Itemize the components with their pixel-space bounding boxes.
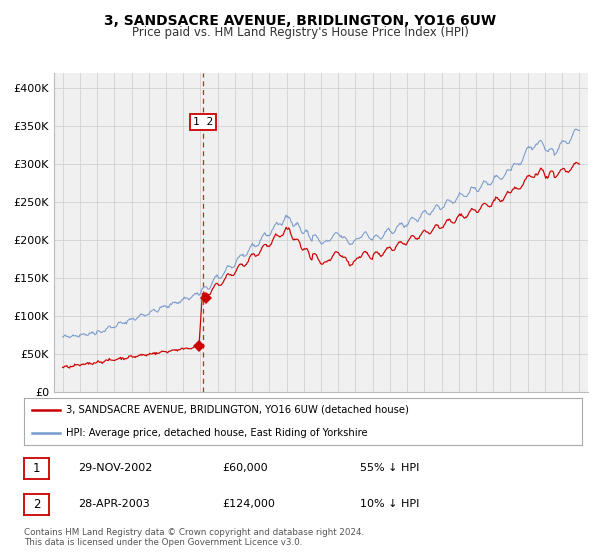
Text: 10% ↓ HPI: 10% ↓ HPI bbox=[360, 499, 419, 509]
Text: 28-APR-2003: 28-APR-2003 bbox=[78, 499, 150, 509]
Text: 55% ↓ HPI: 55% ↓ HPI bbox=[360, 463, 419, 473]
Text: 2: 2 bbox=[33, 498, 40, 511]
Text: 29-NOV-2002: 29-NOV-2002 bbox=[78, 463, 152, 473]
Text: 3, SANDSACRE AVENUE, BRIDLINGTON, YO16 6UW: 3, SANDSACRE AVENUE, BRIDLINGTON, YO16 6… bbox=[104, 14, 496, 28]
Text: 1: 1 bbox=[33, 461, 40, 475]
Text: £124,000: £124,000 bbox=[222, 499, 275, 509]
Text: 3, SANDSACRE AVENUE, BRIDLINGTON, YO16 6UW (detached house): 3, SANDSACRE AVENUE, BRIDLINGTON, YO16 6… bbox=[66, 404, 409, 414]
Text: 1 2: 1 2 bbox=[193, 117, 213, 127]
Text: Price paid vs. HM Land Registry's House Price Index (HPI): Price paid vs. HM Land Registry's House … bbox=[131, 26, 469, 39]
Text: HPI: Average price, detached house, East Riding of Yorkshire: HPI: Average price, detached house, East… bbox=[66, 428, 367, 438]
Text: £60,000: £60,000 bbox=[222, 463, 268, 473]
Text: Contains HM Land Registry data © Crown copyright and database right 2024.
This d: Contains HM Land Registry data © Crown c… bbox=[24, 528, 364, 547]
